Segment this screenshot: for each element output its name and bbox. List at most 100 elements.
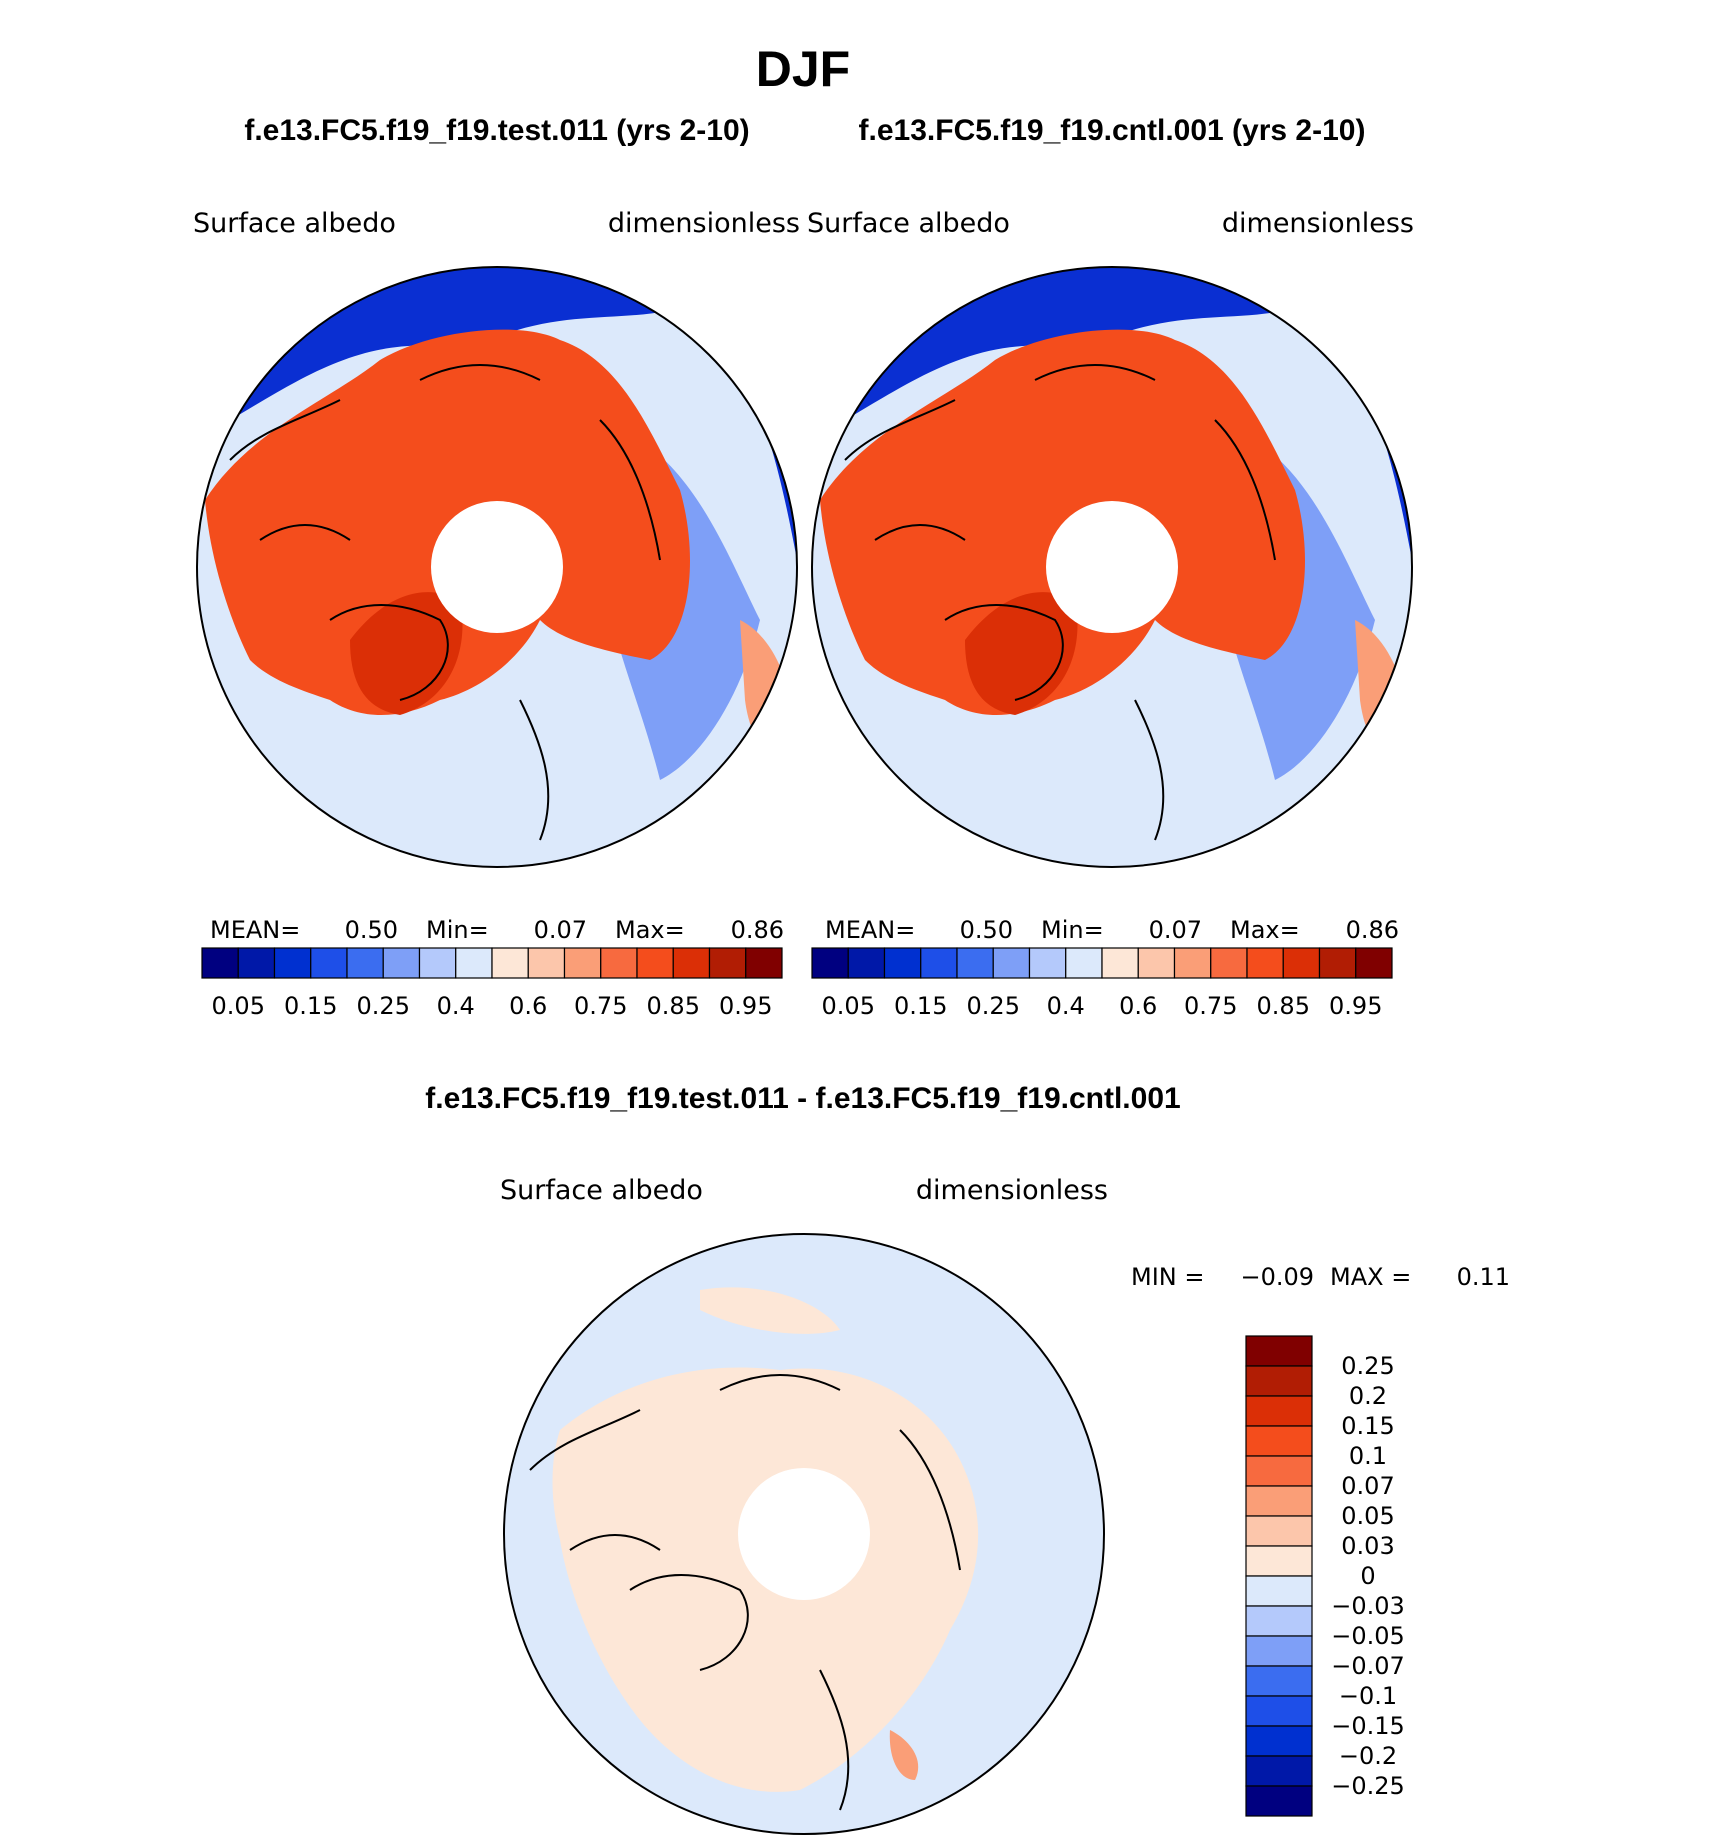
diff-colorbar-tick-label: 0.1 — [1349, 1442, 1387, 1470]
panel-b-colorbar-box — [956, 947, 994, 979]
diff-colorbar-tick-label: 0.05 — [1341, 1502, 1394, 1530]
panel-b-colorbar-box — [1355, 947, 1393, 979]
panel-a-pole-hole — [431, 501, 563, 633]
panel-b-colorbar-tick-label: 0.85 — [1257, 992, 1310, 1020]
diff-colorbar-box — [1245, 1665, 1313, 1697]
panel-b-colorbar-box — [920, 947, 958, 979]
panel-b-colorbar-box — [811, 947, 849, 979]
panel-a-colorbar-tick-label: 0.75 — [574, 992, 627, 1020]
panel-a-map-border — [196, 266, 798, 868]
panel-a-colorbar-box — [273, 947, 312, 979]
diff-colorbar-box — [1245, 1575, 1313, 1607]
diff-panel-stats: MIN = −0.09 MAX = 0.11 — [1131, 1263, 1510, 1291]
diff-colorbar-box — [1245, 1635, 1313, 1667]
panel-a-colorbar-box — [237, 947, 276, 979]
diff-colorbar-tick-label: −0.2 — [1339, 1742, 1397, 1770]
diff-colorbar-tick-label: 0.2 — [1349, 1382, 1387, 1410]
panel-b-colorbar-box — [1282, 947, 1321, 979]
diff-colorbar-box — [1245, 1695, 1313, 1727]
diff-colorbar-tick-label: 0.25 — [1341, 1352, 1394, 1380]
panel-a-colorbar-tick-label: 0.15 — [284, 992, 337, 1020]
diff-colorbar-box — [1245, 1725, 1313, 1757]
panel-b-colorbar-tick-label: 0.05 — [822, 992, 875, 1020]
panel-b-colorbar-box — [1173, 947, 1212, 979]
panel-a-colorbar-box — [382, 947, 421, 979]
panel-a-colorbar-box — [418, 947, 457, 979]
panel-a-max-value: 0.86 — [731, 916, 784, 944]
panel-a-stats: MEAN= 0.50 Min= 0.07 Max= 0.86 — [210, 916, 784, 944]
diff-panel-map — [503, 1233, 1105, 1835]
diff-colorbar-box — [1245, 1455, 1313, 1487]
panel-b-colorbar-box — [847, 947, 886, 979]
diff-colorbar-box — [1245, 1785, 1313, 1817]
diff-colorbar-tick-label: −0.07 — [1331, 1652, 1405, 1680]
panel-b-coastlines — [844, 364, 1276, 841]
panel-a-max-label: Max= — [615, 916, 685, 944]
diff-colorbar-box — [1245, 1755, 1313, 1787]
panel-b-colorbar-tick-label: 0.95 — [1329, 992, 1382, 1020]
panel-a-colorbar-tick-label: 0.85 — [647, 992, 700, 1020]
panel-b-colorbar-box — [1246, 947, 1284, 979]
diff-pole-hole — [738, 1468, 870, 1600]
panel-a-case-title: f.e13.FC5.f19_f19.test.011 (yrs 2-10) — [244, 114, 749, 147]
diff-colorbar-tick-label: 0.15 — [1341, 1412, 1394, 1440]
diff-colorbar-tick-label: −0.25 — [1331, 1772, 1405, 1800]
panel-a-colorbar-box — [672, 947, 711, 979]
panel-a-colorbar-box — [346, 947, 384, 979]
panel-a-colorbar-tick-label: 0.25 — [357, 992, 410, 1020]
panel-b-mean-value: 0.50 — [960, 916, 1013, 944]
diff-colorbar-box — [1245, 1395, 1313, 1427]
panel-a-colorbar-box — [455, 947, 493, 979]
diff-panel-units-label: dimensionless — [916, 1175, 1108, 1206]
panel-b-colorbar-tick-label: 0.75 — [1184, 992, 1237, 1020]
diff-colorbar-tick-label: 0.03 — [1341, 1532, 1394, 1560]
diff-colorbar-tick-label: −0.15 — [1331, 1712, 1405, 1740]
panel-a-snow-field — [205, 329, 690, 715]
panel-b-colorbar-box — [1028, 947, 1067, 979]
panel-a-colorbar-tick-label: 0.95 — [719, 992, 772, 1020]
panel-b-min-value: 0.07 — [1149, 916, 1202, 944]
diff-colorbar-tick-label: 0 — [1360, 1562, 1375, 1590]
panel-a-min-value: 0.07 — [534, 916, 587, 944]
panel-a-colorbar-tick-label: 0.4 — [437, 992, 475, 1020]
panel-a-colorbar-box — [563, 947, 602, 979]
panel-a-mean-label: MEAN= — [210, 916, 300, 944]
panel-a-colorbar-box — [491, 947, 529, 979]
panel-b-colorbar-tick-label: 0.25 — [967, 992, 1020, 1020]
panel-b-colorbar-box — [883, 947, 922, 979]
panel-b-pole-hole — [1046, 501, 1178, 633]
figure-title: DJF — [756, 41, 850, 97]
panel-b-case-title: f.e13.FC5.f19_f19.cntl.001 (yrs 2-10) — [859, 114, 1366, 147]
panel-b-colorbar-tick-label: 0.4 — [1047, 992, 1085, 1020]
diff-colorbar-tick-label: −0.03 — [1331, 1592, 1405, 1620]
panel-b-max-label: Max= — [1230, 916, 1300, 944]
panel-a-coastlines — [229, 364, 661, 841]
diff-coastlines — [529, 1374, 961, 1811]
diff-colorbar-box — [1245, 1485, 1313, 1517]
panel-b-colorbar-box — [1318, 947, 1357, 979]
panel-b-colorbar-tick-label: 0.15 — [894, 992, 947, 1020]
diff-colorbar-box — [1245, 1515, 1313, 1547]
diff-colorbar-box — [1245, 1365, 1313, 1397]
diff-colorbar-tick-label: −0.1 — [1339, 1682, 1397, 1710]
panel-a-colorbar-tick-label: 0.05 — [212, 992, 265, 1020]
diff-colorbar-box — [1245, 1605, 1313, 1637]
panel-a-mean-value: 0.50 — [345, 916, 398, 944]
diff-colorbar-tick-label: 0.07 — [1341, 1472, 1394, 1500]
diff-max-label: MAX = — [1330, 1263, 1411, 1291]
diff-min-label: MIN = — [1131, 1263, 1204, 1291]
panel-a-map — [196, 266, 798, 868]
panel-a-units-label: dimensionless — [608, 208, 800, 239]
panel-a-colorbar-box — [310, 947, 348, 979]
panel-a-variable-label: Surface albedo — [193, 208, 396, 239]
panel-a-colorbar-tick-label: 0.6 — [509, 992, 547, 1020]
panel-a-colorbar-box — [745, 947, 783, 979]
panel-a-colorbar-box — [636, 947, 674, 979]
panel-b-greenland-field — [965, 592, 1078, 715]
diff-max-patch — [889, 1730, 919, 1780]
panel-a-greenland-field — [350, 592, 463, 715]
panel-b-colorbar-box — [1210, 947, 1248, 979]
panel-b-max-value: 0.86 — [1346, 916, 1399, 944]
panel-b-colorbar-tick-label: 0.6 — [1119, 992, 1157, 1020]
diff-colorbar: 0.250.20.150.10.070.050.030−0.03−0.05−0.… — [1245, 1335, 1405, 1817]
